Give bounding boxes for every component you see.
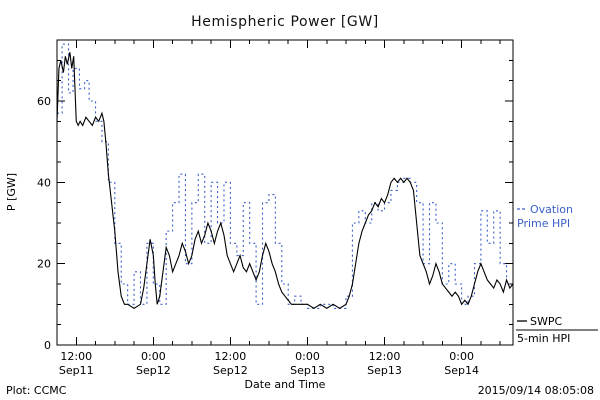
svg-text:0:00: 0:00	[449, 350, 474, 363]
svg-text:0:00: 0:00	[295, 350, 320, 363]
timestamp-label: 2015/09/14 08:05:08	[478, 384, 594, 397]
legend-swpc: SWPC 5-min HPI	[516, 315, 598, 345]
y-axis-label: P [GW]	[5, 173, 18, 211]
plot-source-label: Plot: CCMC	[6, 384, 67, 397]
plot-box	[56, 39, 514, 346]
svg-text:12:00: 12:00	[215, 350, 247, 363]
svg-text:Sep12: Sep12	[213, 364, 248, 377]
svg-text:Sep12: Sep12	[136, 364, 171, 377]
legend-ovation: Ovation Prime HPI	[517, 203, 573, 230]
svg-text:0: 0	[44, 339, 51, 352]
axis-ticks	[56, 39, 513, 346]
svg-text:0:00: 0:00	[141, 350, 166, 363]
x-tick-labels: 12:00Sep110:00Sep1212:00Sep120:00Sep1312…	[59, 350, 479, 377]
legend-ovation-label-line1: Ovation	[530, 203, 573, 216]
swpc-series-line	[56, 52, 514, 310]
svg-text:40: 40	[37, 176, 51, 189]
chart-title: Hemispheric Power [GW]	[191, 14, 379, 30]
svg-text:Sep13: Sep13	[367, 364, 402, 377]
svg-text:12:00: 12:00	[60, 350, 92, 363]
x-axis-label: Date and Time	[245, 378, 326, 391]
svg-text:Sep11: Sep11	[59, 364, 94, 377]
svg-text:Sep14: Sep14	[444, 364, 479, 377]
y-tick-labels: 0 20 40 60	[37, 95, 51, 352]
svg-text:Sep13: Sep13	[290, 364, 325, 377]
svg-text:12:00: 12:00	[369, 350, 401, 363]
svg-text:20: 20	[37, 258, 51, 271]
legend-swpc-label-line2: 5-min HPI	[517, 332, 570, 345]
legend-ovation-label-line2: Prime HPI	[517, 217, 570, 230]
legend-swpc-label-line1: SWPC	[530, 315, 562, 328]
ovation-prime-series-line	[57, 43, 513, 309]
svg-text:60: 60	[37, 95, 51, 108]
